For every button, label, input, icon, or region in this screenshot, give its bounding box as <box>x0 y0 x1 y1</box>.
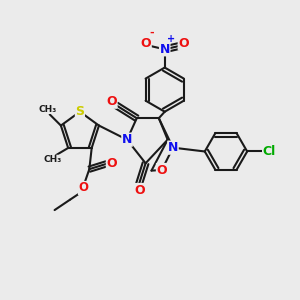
Text: +: + <box>167 34 175 44</box>
Text: O: O <box>78 182 88 194</box>
Text: O: O <box>157 164 167 176</box>
Text: O: O <box>106 95 117 108</box>
Text: N: N <box>168 141 178 154</box>
Text: O: O <box>178 37 189 50</box>
Text: S: S <box>75 105 84 118</box>
Text: Cl: Cl <box>262 145 276 158</box>
Text: O: O <box>141 37 151 50</box>
Text: -: - <box>149 28 154 38</box>
Text: N: N <box>122 133 132 146</box>
Text: N: N <box>160 43 170 56</box>
Text: O: O <box>106 157 117 170</box>
Text: CH₃: CH₃ <box>38 105 56 114</box>
Text: CH₃: CH₃ <box>43 155 62 164</box>
Text: O: O <box>134 184 145 196</box>
